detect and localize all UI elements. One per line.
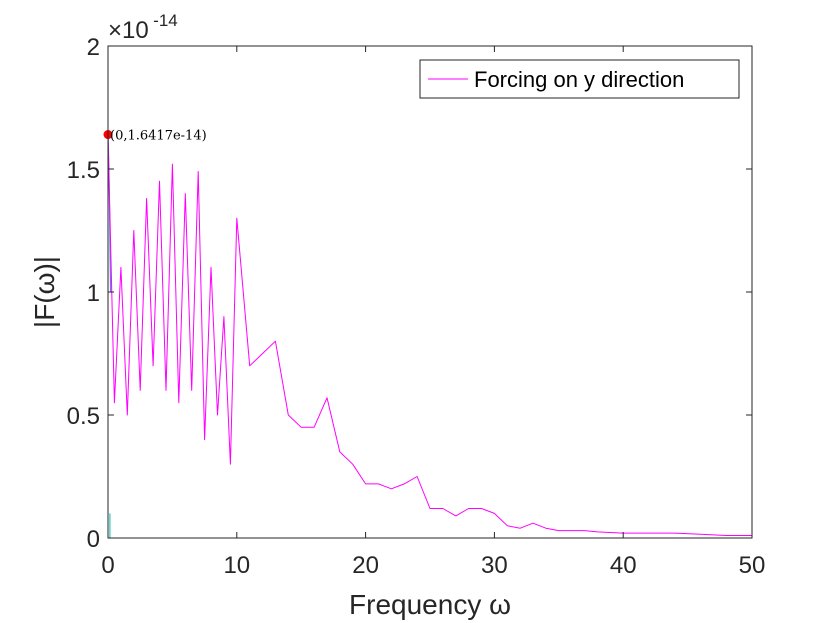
y-axis-multiplier-base: ×10: [108, 17, 149, 44]
y-tick-label: 1.5: [67, 157, 100, 184]
x-axis-label: Frequency ω: [349, 589, 511, 620]
x-tick-label: 10: [223, 552, 250, 579]
x-tick-label: 20: [352, 552, 379, 579]
plot-area: [108, 46, 752, 538]
y-tick-label: 1: [87, 280, 100, 307]
y-tick-label: 2: [87, 34, 100, 61]
annotation-label-0: (0,1.6417e-14): [110, 129, 207, 144]
legend-entry-label: Forcing on y direction: [474, 67, 684, 92]
legend: Forcing on y direction: [419, 59, 740, 99]
series-line-0: [107, 134, 752, 536]
legend-box: [419, 59, 740, 99]
data-layer: (0,1.6417e-14): [103, 129, 752, 538]
y-axis-multiplier: ×10 -14: [108, 11, 178, 44]
axes: 0 10 20 30 40 50 0 0.5 1 1.5 2: [67, 34, 766, 579]
plot-background: [108, 46, 752, 538]
x-tick-label: 50: [739, 552, 766, 579]
y-axis-label: |F(ω)|: [29, 256, 60, 328]
x-tick-label: 40: [610, 552, 637, 579]
x-tick-label: 30: [481, 552, 508, 579]
x-tick-label: 0: [101, 552, 114, 579]
y-tick-label: 0: [87, 526, 100, 553]
y-axis-multiplier-exponent: -14: [153, 11, 178, 30]
y-tick-label: 0.5: [67, 403, 100, 430]
